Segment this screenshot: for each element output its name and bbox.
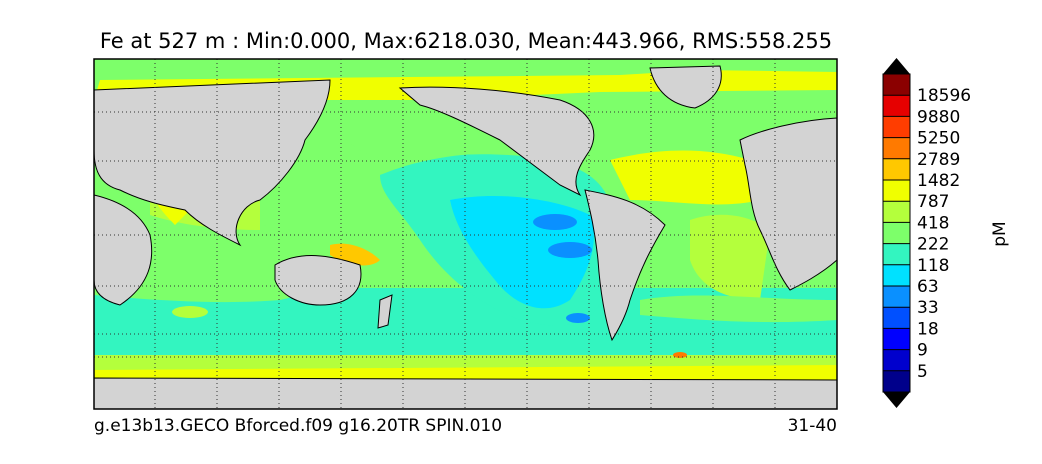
- footer-left: g.e13b13.GECO Bforced.f09 g16.20TR SPIN.…: [94, 416, 502, 436]
- colorbar-extend-bottom: [883, 392, 910, 408]
- colorbar-tick-label: 418: [917, 213, 949, 233]
- colorbar-segment: [883, 264, 910, 286]
- land-eurasia: [94, 79, 331, 247]
- colorbar-segment: [883, 137, 910, 159]
- contour-south-atlantic-hotspot: [673, 352, 687, 358]
- land-greenland: [649, 65, 722, 109]
- colorbar-tick-label: 1482: [917, 171, 960, 191]
- contour-pacific-33b: [548, 242, 592, 258]
- land-antarctica: [94, 377, 837, 409]
- land-europe-africa-east: [739, 117, 837, 291]
- colorbar-segment: [883, 307, 910, 329]
- colorbar-tick-label: 118: [917, 256, 949, 276]
- colorbar-tick-label: 33: [917, 298, 939, 318]
- land-africa: [94, 194, 153, 306]
- contour-pacific-33a: [533, 214, 577, 230]
- colorbar-segment: [883, 243, 910, 265]
- colorbar-segment: [883, 180, 910, 202]
- land-new-zealand: [377, 294, 393, 329]
- colorbar-segment: [883, 370, 910, 392]
- colorbar-segment: [883, 74, 910, 96]
- colorbar-frame: [882, 73, 911, 393]
- contour-band-antarctic-coast: [94, 365, 837, 380]
- colorbar-label: pM: [990, 221, 1010, 246]
- colorbar-tick-label: 9: [917, 341, 928, 361]
- contour-north-atlantic: [610, 150, 760, 205]
- footer-right: 31-40: [788, 416, 837, 436]
- colorbar-tick-label: 5: [917, 362, 928, 382]
- colorbar-tick-label: 18596: [917, 86, 971, 106]
- colorbar-tick-label: 5250: [917, 129, 960, 149]
- contour-pacific-33c: [566, 313, 590, 323]
- colorbar-segment: [883, 201, 910, 223]
- contour-atlantic-south: [640, 295, 837, 323]
- colorbar-segment: [883, 222, 910, 244]
- colorbar-segment: [883, 286, 910, 308]
- colorbar-tick-label: 18: [917, 319, 939, 339]
- colorbar: 5918336311822241878714822789525098801859…: [882, 58, 971, 408]
- colorbar-segment: [883, 158, 910, 180]
- colorbar-segment: [883, 116, 910, 138]
- colorbar-tick-label: 2789: [917, 150, 960, 170]
- colorbar-segment: [883, 95, 910, 117]
- land-north-america: [398, 86, 595, 197]
- colorbar-tick-label: 222: [917, 235, 949, 255]
- contour-south-atlantic: [690, 214, 770, 300]
- colorbar-tick-label: 63: [917, 277, 939, 297]
- colorbar-segment: [883, 328, 910, 350]
- colorbar-tick-label: 9880: [917, 107, 960, 127]
- map-frame: [93, 58, 838, 410]
- land-australia: [274, 255, 362, 306]
- land-masses: [94, 65, 837, 409]
- land-south-america: [584, 189, 666, 342]
- colorbar-tick-label: 787: [917, 192, 949, 212]
- colorbar-extend-top: [883, 58, 910, 74]
- map-area: [94, 59, 837, 409]
- contour-kerguelen: [172, 306, 208, 318]
- colorbar-segment: [883, 349, 910, 371]
- chart-title: Fe at 527 m : Min:0.000, Max:6218.030, M…: [100, 29, 832, 53]
